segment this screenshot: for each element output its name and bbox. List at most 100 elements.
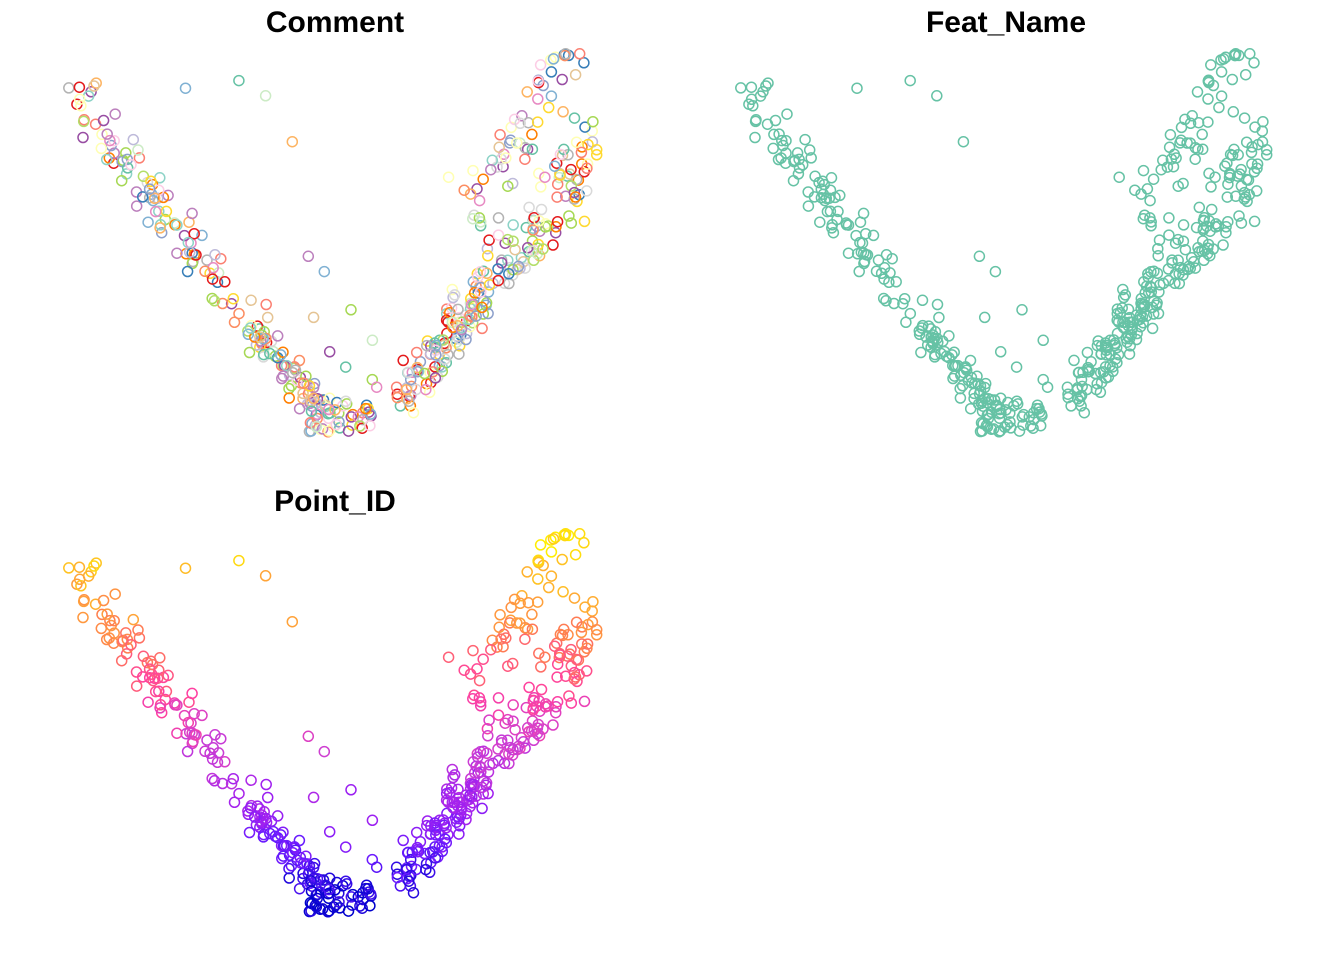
- scatter-point: [495, 633, 507, 645]
- scatter-point: [420, 383, 432, 396]
- scatter-point: [260, 778, 272, 791]
- scatter-point: [565, 660, 578, 672]
- scatter-point: [502, 180, 514, 192]
- scatter-point: [975, 417, 988, 429]
- scatter-point: [142, 696, 154, 708]
- scatter-point: [283, 392, 295, 404]
- scatter-point: [1189, 262, 1202, 274]
- scatter-point: [904, 307, 917, 320]
- scatter-point: [1135, 188, 1147, 200]
- scatter-point: [323, 826, 336, 838]
- scatter-point: [305, 405, 318, 418]
- scatter-point: [402, 366, 414, 379]
- scatter-point: [1196, 143, 1209, 155]
- scatter-point: [533, 695, 545, 707]
- scatter-point: [1062, 388, 1074, 400]
- scatter-point: [460, 333, 472, 346]
- scatter-point: [323, 905, 335, 917]
- scatter-point: [492, 229, 505, 241]
- scatter-point: [1140, 310, 1153, 322]
- scatter-point: [537, 243, 549, 255]
- scatter-point: [773, 128, 785, 140]
- scatter-point: [1172, 180, 1184, 192]
- scatter-point: [464, 188, 477, 200]
- scatter-point: [1239, 191, 1252, 203]
- scatter-point: [735, 82, 747, 94]
- scatter-point: [1013, 425, 1026, 437]
- scatter-point: [492, 692, 505, 704]
- scatter-point: [745, 93, 758, 106]
- scatter-point: [563, 690, 575, 702]
- scatter-point: [532, 93, 544, 105]
- scatter-point: [259, 570, 272, 582]
- scatter-point: [519, 153, 531, 165]
- scatter-point: [590, 144, 603, 156]
- scatter-point: [579, 121, 591, 133]
- scatter-point: [559, 48, 572, 60]
- scatter-point: [473, 194, 486, 207]
- scatter-point: [1141, 183, 1154, 195]
- scatter-point: [261, 791, 274, 804]
- scatter-point: [440, 822, 452, 834]
- scatter-point: [333, 416, 345, 428]
- scatter-point: [366, 814, 379, 827]
- scatter-point: [303, 380, 316, 392]
- scatter-point: [525, 725, 538, 737]
- scatter-point: [548, 640, 561, 652]
- scatter-point: [1145, 266, 1157, 278]
- scatter-point: [481, 747, 493, 760]
- scatter-point: [276, 852, 288, 865]
- scatter-point: [215, 252, 227, 265]
- scatter-point: [1235, 180, 1248, 192]
- scatter-point: [145, 175, 157, 188]
- scatter-point: [563, 210, 575, 222]
- scatter-point: [260, 298, 272, 311]
- scatter-point: [404, 853, 417, 866]
- scatter-point: [453, 348, 465, 360]
- scatter-point: [477, 653, 489, 665]
- scatter-point: [1240, 136, 1253, 148]
- scatter-point: [523, 681, 535, 694]
- scatter-point: [514, 597, 526, 610]
- scatter-point: [455, 803, 468, 816]
- scatter-point: [1144, 194, 1156, 207]
- scatter-point: [1068, 354, 1080, 367]
- scatter-point: [225, 777, 238, 790]
- scatter-point: [245, 774, 257, 787]
- scatter-point: [1152, 242, 1164, 255]
- scatter-point: [931, 90, 943, 102]
- scatter-point: [464, 789, 476, 802]
- scatter-point: [121, 642, 134, 654]
- scatter-point: [521, 86, 533, 98]
- scatter-point: [581, 158, 594, 170]
- scatter-point: [136, 671, 149, 683]
- scatter-point: [948, 346, 960, 358]
- scatter-point: [526, 715, 539, 727]
- scatter-point: [254, 815, 267, 827]
- scatter-point: [183, 246, 196, 258]
- scatter-point: [556, 553, 568, 566]
- scatter-point: [448, 769, 461, 781]
- scatter-point: [249, 331, 261, 343]
- scatter-point: [468, 767, 481, 779]
- scatter-point: [147, 674, 159, 687]
- scatter-point: [534, 59, 547, 71]
- scatter-point: [565, 163, 577, 176]
- scatter-point: [1177, 219, 1190, 231]
- scatter-point: [1123, 348, 1136, 360]
- scatter-point: [535, 203, 548, 216]
- scatter-point: [805, 152, 817, 164]
- scatter-point: [554, 649, 566, 661]
- scatter-point: [769, 114, 782, 127]
- scatter-point: [781, 108, 793, 120]
- scatter-point: [345, 411, 358, 423]
- scatter-point: [526, 623, 539, 635]
- scatter-point: [101, 128, 113, 140]
- scatter-point: [525, 245, 538, 257]
- scatter-point: [989, 265, 1002, 278]
- scatter-point: [259, 90, 272, 102]
- scatter-point: [1233, 210, 1245, 222]
- scatter-point: [190, 729, 202, 741]
- scatter-point: [442, 171, 455, 183]
- scatter-point: [897, 297, 909, 310]
